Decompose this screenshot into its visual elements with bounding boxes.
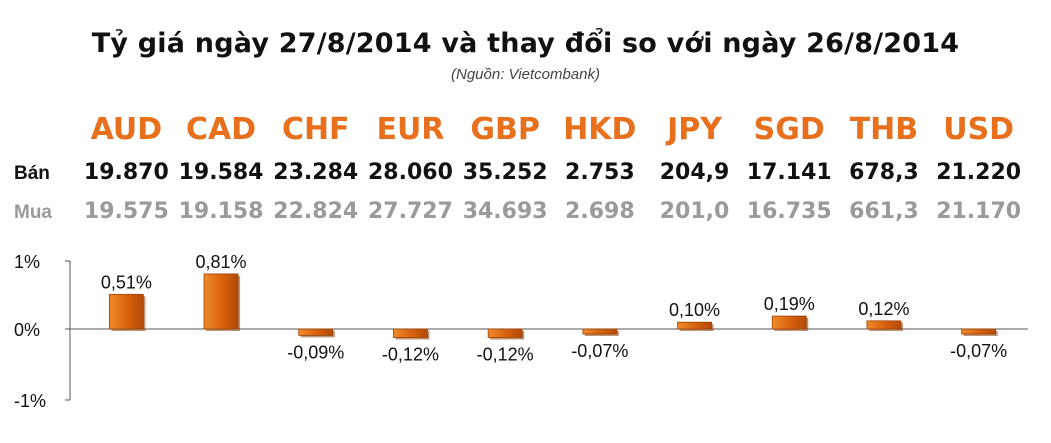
bar-jpy [677,321,714,331]
bar-sgd [771,315,809,331]
currency-code-thb: THB [849,112,919,147]
currency-code-usd: USD [943,112,1015,147]
buy-rate-chf: 22.824 [273,199,359,224]
buy-rate-eur: 27.727 [367,199,453,224]
bar-label-aud: 0,51% [101,272,152,292]
buy-rate-row: Mua 19.575 19.158 22.824 27.727 34.693 2.698 2… [0,199,1051,235]
bar-label-gbp: -0,12% [477,345,534,365]
buy-label: Mua [14,202,52,223]
currency-code-row: AUD CAD CHF EUR GBP HKD JPY SGD THB USD [0,112,1051,148]
chart-source: (Nguồn: Vietcombank) [451,66,600,83]
sell-rate-thb: 678,3 [849,160,919,185]
buy-rate-sgd: 16.735 [746,199,832,224]
currency-code-aud: AUD [90,112,163,147]
sell-rate-hkd: 2.753 [565,160,635,185]
bar-label-cad: 0,81% [196,252,247,272]
sell-rate-chf: 23.284 [273,160,359,185]
currency-code-eur: EUR [376,112,445,147]
bar-label-eur: -0,12% [382,345,439,365]
currency-code-gbp: GBP [470,112,540,147]
bar-gbp [487,328,525,340]
sell-rate-gbp: 35.252 [462,160,548,185]
bar-usd [961,328,998,336]
sell-rate-usd: 21.220 [936,160,1022,185]
sell-rate-aud: 19.870 [83,160,169,185]
currency-code-hkd: HKD [563,112,637,147]
bar-label-chf: -0,09% [287,342,344,362]
buy-rate-gbp: 34.693 [462,199,548,224]
buy-rate-usd: 21.170 [936,199,1022,224]
buy-rate-cad: 19.158 [178,199,264,224]
sell-rate-jpy: 204,9 [659,160,730,185]
sell-label: Bán [14,163,50,184]
y-tick-label: 1% [14,252,40,272]
sell-rate-cad: 19.584 [178,160,264,185]
bar-label-thb: 0,12% [858,299,909,319]
buy-rate-jpy: 201,0 [659,199,730,224]
buy-rate-hkd: 2.698 [565,199,635,224]
bar-chf [298,328,335,338]
buy-rate-aud: 19.575 [83,199,169,224]
chart-title: Tỷ giá ngày 27/8/2014 và thay đổi so với… [91,28,960,59]
bar-cad [203,273,241,331]
bar-label-sgd: 0,19% [764,294,815,314]
bar-label-jpy: 0,10% [669,300,720,320]
bar-label-usd: -0,07% [950,341,1007,361]
currency-code-cad: CAD [185,112,257,147]
bar-aud [108,293,146,331]
buy-rate-thb: 661,3 [849,199,919,224]
currency-code-sgd: SGD [753,112,825,147]
sell-rate-row: Bán 19.870 19.584 23.284 28.060 35.252 2.753 2… [0,160,1051,196]
currency-code-chf: CHF [281,112,350,147]
currency-code-jpy: JPY [667,112,722,147]
bar-eur [393,328,430,340]
bar-label-hkd: -0,07% [571,341,628,361]
y-tick-label: 0% [14,320,40,340]
bar-hkd [582,328,619,336]
y-tick-label: -1% [14,391,46,411]
sell-rate-eur: 28.060 [367,160,453,185]
sell-rate-sgd: 17.141 [746,160,832,185]
bar-thb [866,320,903,331]
